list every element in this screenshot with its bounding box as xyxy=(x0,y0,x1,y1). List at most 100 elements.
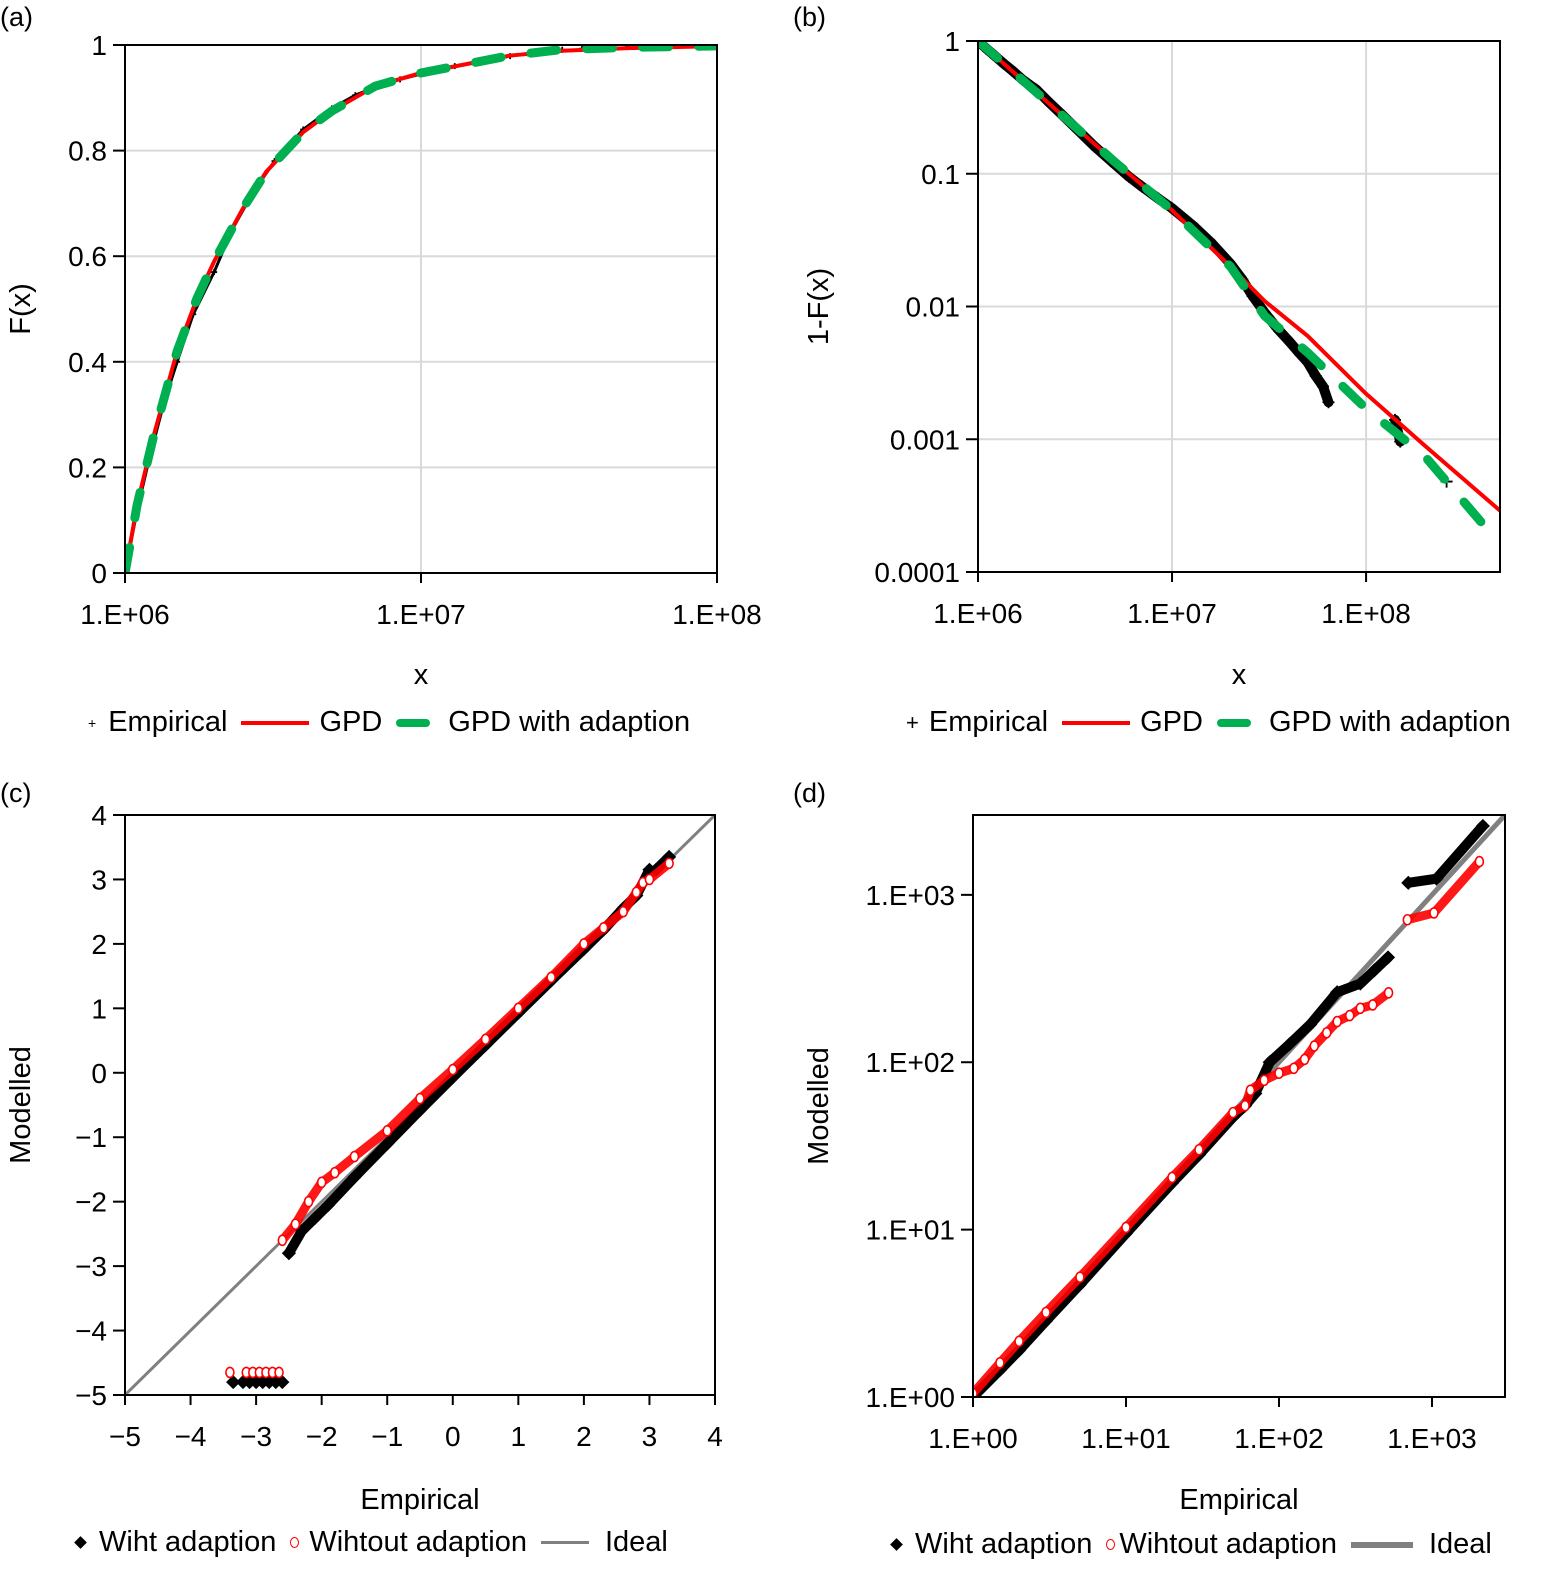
x-tick-label: 1.E+06 xyxy=(80,599,170,630)
x-tick-label: 4 xyxy=(707,1421,723,1452)
circle-marker xyxy=(1332,1015,1342,1028)
circle-marker xyxy=(1367,999,1378,1011)
red-line-icon xyxy=(241,720,310,725)
diamond-marker xyxy=(226,1375,241,1390)
circle-marker xyxy=(1321,1026,1332,1039)
dense-marker-band xyxy=(481,1003,523,1044)
dense-marker-band xyxy=(513,972,556,1013)
legend-item-empirical: + Empirical xyxy=(88,706,227,739)
y-tick-label: −3 xyxy=(75,1251,107,1282)
chart-panel-c: −5 −4 −3 −2 −1 0 1 2 3 4 −5 −4 −3 −2 −1 0 1 2 3 4 Empirical M… xyxy=(5,800,723,1516)
x-tick-label: −2 xyxy=(306,1421,338,1452)
circle-marker xyxy=(1075,1271,1085,1283)
legend-item-ideal: Ideal xyxy=(540,1526,668,1559)
legend-label: Wiht adaption xyxy=(99,1526,277,1558)
circle-marker-icon xyxy=(1106,1539,1116,1550)
circle-marker xyxy=(1383,986,1394,999)
diamond-marker xyxy=(275,1375,290,1390)
y-tick-label: 0 xyxy=(91,1058,107,1089)
dense-marker-band xyxy=(1167,1145,1204,1182)
series-gpd-with-adaption xyxy=(125,45,717,573)
y-tick-label: 0.01 xyxy=(906,292,961,323)
y-tick-label: −5 xyxy=(75,1380,107,1411)
y-tick-label: 1.E+02 xyxy=(865,1047,955,1078)
series-wihtout-adaption xyxy=(973,855,1485,1397)
legend-item-gpd: GPD xyxy=(1062,706,1203,739)
y-tick-label: 3 xyxy=(91,864,107,895)
circle-marker xyxy=(1194,1143,1204,1156)
legend-label: GPD with adaption xyxy=(448,706,691,738)
legend-label: Ideal xyxy=(604,1526,668,1558)
legend-item-with-adaption: Wiht adaption xyxy=(890,1528,1093,1561)
circle-marker xyxy=(316,1176,327,1189)
x-tick-label: 1.E+03 xyxy=(1387,1423,1477,1454)
y-tick-label: −4 xyxy=(75,1316,107,1347)
series-line xyxy=(978,41,1490,532)
circle-marker xyxy=(277,1234,288,1247)
y-tick-label: 0.6 xyxy=(68,241,107,272)
dense-marker-band xyxy=(349,1138,393,1183)
y-tick-label: −2 xyxy=(75,1187,107,1218)
dense-marker-band xyxy=(1041,1272,1085,1317)
series-empirical xyxy=(125,45,663,573)
circle-marker xyxy=(1344,1009,1355,1022)
y-tick-label: 0.2 xyxy=(68,452,107,483)
dense-marker-band xyxy=(1014,1315,1051,1356)
circle-marker xyxy=(644,873,655,886)
legend-item-with-adaption: Wiht adaption xyxy=(74,1526,277,1559)
y-tick-label: 1.E+01 xyxy=(865,1215,955,1246)
chart-panel-b: 1.E+06 1.E+07 1.E+08 0.0001 0.001 0.01 0.1 1 x 1-… xyxy=(803,26,1501,691)
x-tick-label: −1 xyxy=(371,1421,403,1452)
x-tick-label: −5 xyxy=(109,1421,141,1452)
circle-marker xyxy=(1041,1306,1051,1319)
dense-marker-band xyxy=(973,1358,1005,1397)
x-tick-label: 1.E+00 xyxy=(928,1423,1018,1454)
y-tick-label: 1.E+00 xyxy=(865,1382,955,1413)
circle-marker xyxy=(1429,907,1439,919)
legend-label: Wiht adaption xyxy=(915,1528,1093,1560)
diamond-marker xyxy=(281,1246,296,1261)
legend-label: Empirical xyxy=(108,706,228,738)
legend-a: + Empirical GPD GPD with adaption xyxy=(88,706,704,739)
plus-marker xyxy=(1309,369,1322,382)
legend-d: Wiht adaption Wihtout adaption Ideal xyxy=(890,1528,1506,1561)
series-wihtout-adaption xyxy=(225,857,674,1379)
y-tick-label: 0.8 xyxy=(68,136,107,167)
plot-area xyxy=(978,41,1500,532)
circle-marker xyxy=(546,971,556,984)
diamond-marker-icon xyxy=(74,1536,87,1549)
y-tick-label: 0.001 xyxy=(890,424,960,455)
x-tick-label: 0 xyxy=(445,1421,461,1452)
circle-marker xyxy=(631,886,642,899)
plus-marker xyxy=(1322,396,1335,409)
plus-marker xyxy=(1317,380,1330,393)
diamond-marker xyxy=(1380,950,1396,965)
plus-marker xyxy=(1282,334,1295,347)
dense-marker-band xyxy=(1014,1307,1051,1346)
plus-marker xyxy=(211,269,218,276)
circle-marker xyxy=(1274,1067,1284,1080)
diamond-marker xyxy=(380,1136,395,1151)
plot-area xyxy=(973,815,1505,1397)
circle-marker xyxy=(1299,1053,1310,1066)
circle-marker xyxy=(1228,1106,1238,1119)
x-tick-label: 1.E+08 xyxy=(672,599,762,630)
dense-marker-band xyxy=(448,1034,491,1075)
y-tick-label: 2 xyxy=(91,929,107,960)
circle-marker xyxy=(382,1124,393,1137)
circle-marker xyxy=(274,1366,284,1379)
gray-line-icon xyxy=(540,1541,589,1544)
circle-marker xyxy=(1245,1084,1256,1097)
circle-marker xyxy=(618,905,629,918)
diamond-marker xyxy=(1475,818,1490,834)
circle-marker xyxy=(480,1033,491,1046)
circle-marker xyxy=(447,1063,458,1076)
green-dash-icon xyxy=(396,718,431,727)
gray-line-icon xyxy=(1350,1541,1413,1548)
y-tick-label: 1 xyxy=(944,26,960,57)
x-tick-label: 1.E+08 xyxy=(1321,598,1411,629)
circle-marker xyxy=(1121,1221,1131,1234)
x-tick-label: 1.E+07 xyxy=(376,599,466,630)
plus-marker-icon: + xyxy=(906,709,919,735)
dense-marker-band xyxy=(349,1126,392,1162)
